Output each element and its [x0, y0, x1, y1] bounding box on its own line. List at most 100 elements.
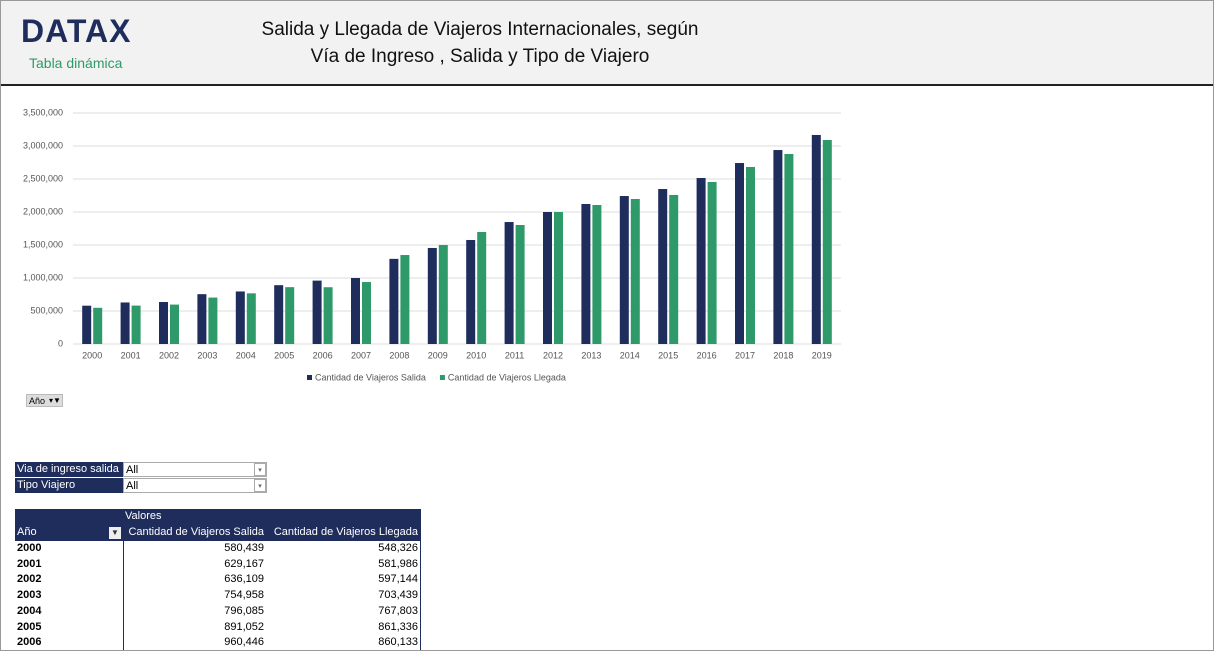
bar — [658, 189, 668, 344]
bar — [773, 150, 783, 344]
bar — [515, 225, 525, 344]
filter-label: Tipo Viajero — [15, 478, 123, 493]
bar — [735, 163, 744, 344]
table-cell: 861,336 — [378, 620, 418, 633]
title: Vía de Ingreso , Salida y Tipo de Viajer… — [310, 46, 650, 67]
y-tick-label: 3,000,000 — [23, 140, 63, 150]
bar — [120, 302, 130, 344]
y-tick-label: 500,000 — [30, 305, 63, 315]
y-tick-label: 1,500,000 — [23, 239, 63, 249]
bar — [822, 139, 832, 344]
x-tick-label: 2001 — [121, 350, 141, 360]
bar — [466, 239, 476, 344]
x-tick-label: 2016 — [697, 350, 717, 360]
table-cell: 2003 — [17, 589, 42, 602]
column-header: Cantidad de Viajeros Salida — [128, 526, 264, 538]
bar — [170, 304, 179, 344]
x-tick-label: 2019 — [812, 350, 832, 360]
bar — [504, 222, 514, 344]
table-cell: 767,803 — [378, 604, 418, 617]
x-tick-label: 2014 — [620, 350, 640, 360]
x-tick-label: 2012 — [543, 350, 563, 360]
table-cell: 891,052 — [224, 620, 264, 633]
table-cell: 2004 — [17, 604, 42, 617]
bar — [285, 287, 295, 344]
bar — [477, 231, 487, 344]
x-tick-label: 2002 — [159, 350, 179, 360]
x-tick-label: 2009 — [428, 350, 448, 360]
bar — [707, 181, 717, 344]
x-tick-label: 2006 — [313, 350, 333, 360]
bar — [592, 205, 602, 344]
bar — [581, 204, 591, 344]
table-cell: 636,109 — [224, 573, 264, 586]
bar — [400, 255, 410, 344]
title: Salida y Llegada de Viajeros Internacion… — [261, 19, 699, 40]
filter-icon[interactable]: ▼ — [109, 527, 121, 539]
table-cell: 629,167 — [224, 557, 264, 570]
legend-label: Cantidad de Viajeros Salida — [315, 372, 426, 382]
bar — [93, 307, 103, 344]
bar — [246, 293, 256, 344]
bar — [389, 258, 399, 344]
x-tick-label: 2004 — [236, 350, 256, 360]
header: DATAX Tabla dinámica Salida y Llegada de… — [1, 1, 1213, 86]
bar — [746, 166, 755, 344]
filter-value: All — [123, 462, 267, 477]
table-cell: 703,439 — [378, 589, 418, 602]
column-header: Año — [17, 526, 37, 538]
legend-swatch — [439, 375, 445, 380]
values-label: Valores — [125, 510, 162, 522]
table-cell: 2002 — [17, 573, 42, 586]
bar — [131, 305, 141, 344]
x-tick-label: 2017 — [735, 350, 755, 360]
x-tick-label: 2008 — [389, 350, 409, 360]
y-tick-label: 2,500,000 — [23, 173, 63, 183]
y-tick-label: 3,500,000 — [23, 107, 63, 117]
x-tick-label: 2000 — [82, 350, 102, 360]
filter-value: All — [123, 478, 267, 493]
table-cell: 960,446 — [224, 636, 264, 649]
bar — [323, 287, 333, 344]
x-tick-label: 2015 — [658, 350, 678, 360]
table-cell: 860,133 — [378, 636, 418, 649]
bar — [619, 196, 629, 344]
y-tick-label: 0 — [58, 338, 63, 348]
legend-swatch — [307, 375, 312, 380]
bar — [351, 278, 360, 344]
logo-subtitle: Tabla dinámica — [29, 55, 123, 71]
x-tick-label: 2011 — [505, 350, 524, 360]
bar — [159, 302, 168, 344]
bar — [669, 194, 679, 344]
bar — [235, 291, 245, 344]
table-cell: 2005 — [17, 620, 42, 633]
bar — [274, 285, 284, 344]
logo: DATAX — [21, 13, 132, 49]
column-divider — [420, 509, 421, 650]
bar — [197, 294, 207, 344]
x-tick-label: 2010 — [466, 350, 486, 360]
y-tick-label: 2,000,000 — [23, 206, 63, 216]
table-cell: 581,986 — [378, 557, 418, 570]
column-header: Cantidad de Viajeros Llegada — [273, 526, 418, 538]
bar — [784, 153, 794, 344]
bar — [438, 245, 448, 344]
legend-label: Cantidad de Viajeros Llegada — [448, 372, 566, 382]
bar — [312, 280, 322, 344]
dropdown[interactable]: ▾ — [254, 463, 266, 476]
x-tick-label: 2005 — [274, 350, 294, 360]
x-tick-label: 2003 — [197, 350, 217, 360]
bar — [427, 247, 437, 344]
bar — [543, 212, 552, 344]
table-cell: 2000 — [17, 542, 42, 554]
chart: 0 500,000 1,000,000 1,500,000 2,000,000 2,500… — [23, 107, 841, 382]
dropdown[interactable]: ▾ — [254, 479, 266, 492]
filter-button[interactable]: Año — [26, 394, 63, 407]
column-divider — [123, 541, 124, 650]
bar — [82, 305, 92, 344]
table-cell: 754,958 — [224, 589, 264, 602]
bar — [554, 212, 563, 344]
table-cell: 597,144 — [378, 573, 418, 586]
y-tick-label: 1,000,000 — [23, 272, 63, 282]
